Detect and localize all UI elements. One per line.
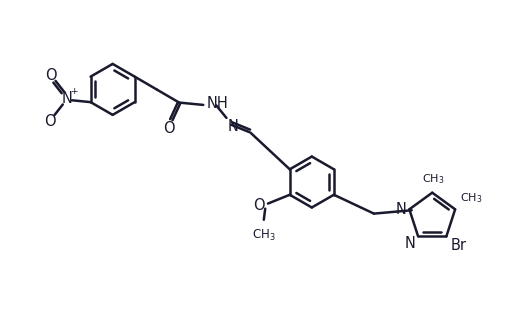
Text: +: +: [70, 87, 77, 95]
Text: N: N: [396, 202, 407, 217]
Text: Br: Br: [451, 238, 467, 253]
Text: O: O: [253, 198, 264, 214]
Text: NH: NH: [207, 95, 229, 111]
Text: CH$_3$: CH$_3$: [460, 191, 482, 205]
Text: O: O: [44, 114, 56, 129]
Text: N: N: [227, 119, 238, 134]
Text: $\mathregular{N}$: $\mathregular{N}$: [61, 91, 72, 106]
Text: N: N: [405, 236, 415, 251]
Text: O: O: [46, 68, 57, 83]
Text: CH$_3$: CH$_3$: [252, 228, 275, 243]
Text: O: O: [163, 121, 175, 136]
Text: CH$_3$: CH$_3$: [422, 172, 444, 186]
